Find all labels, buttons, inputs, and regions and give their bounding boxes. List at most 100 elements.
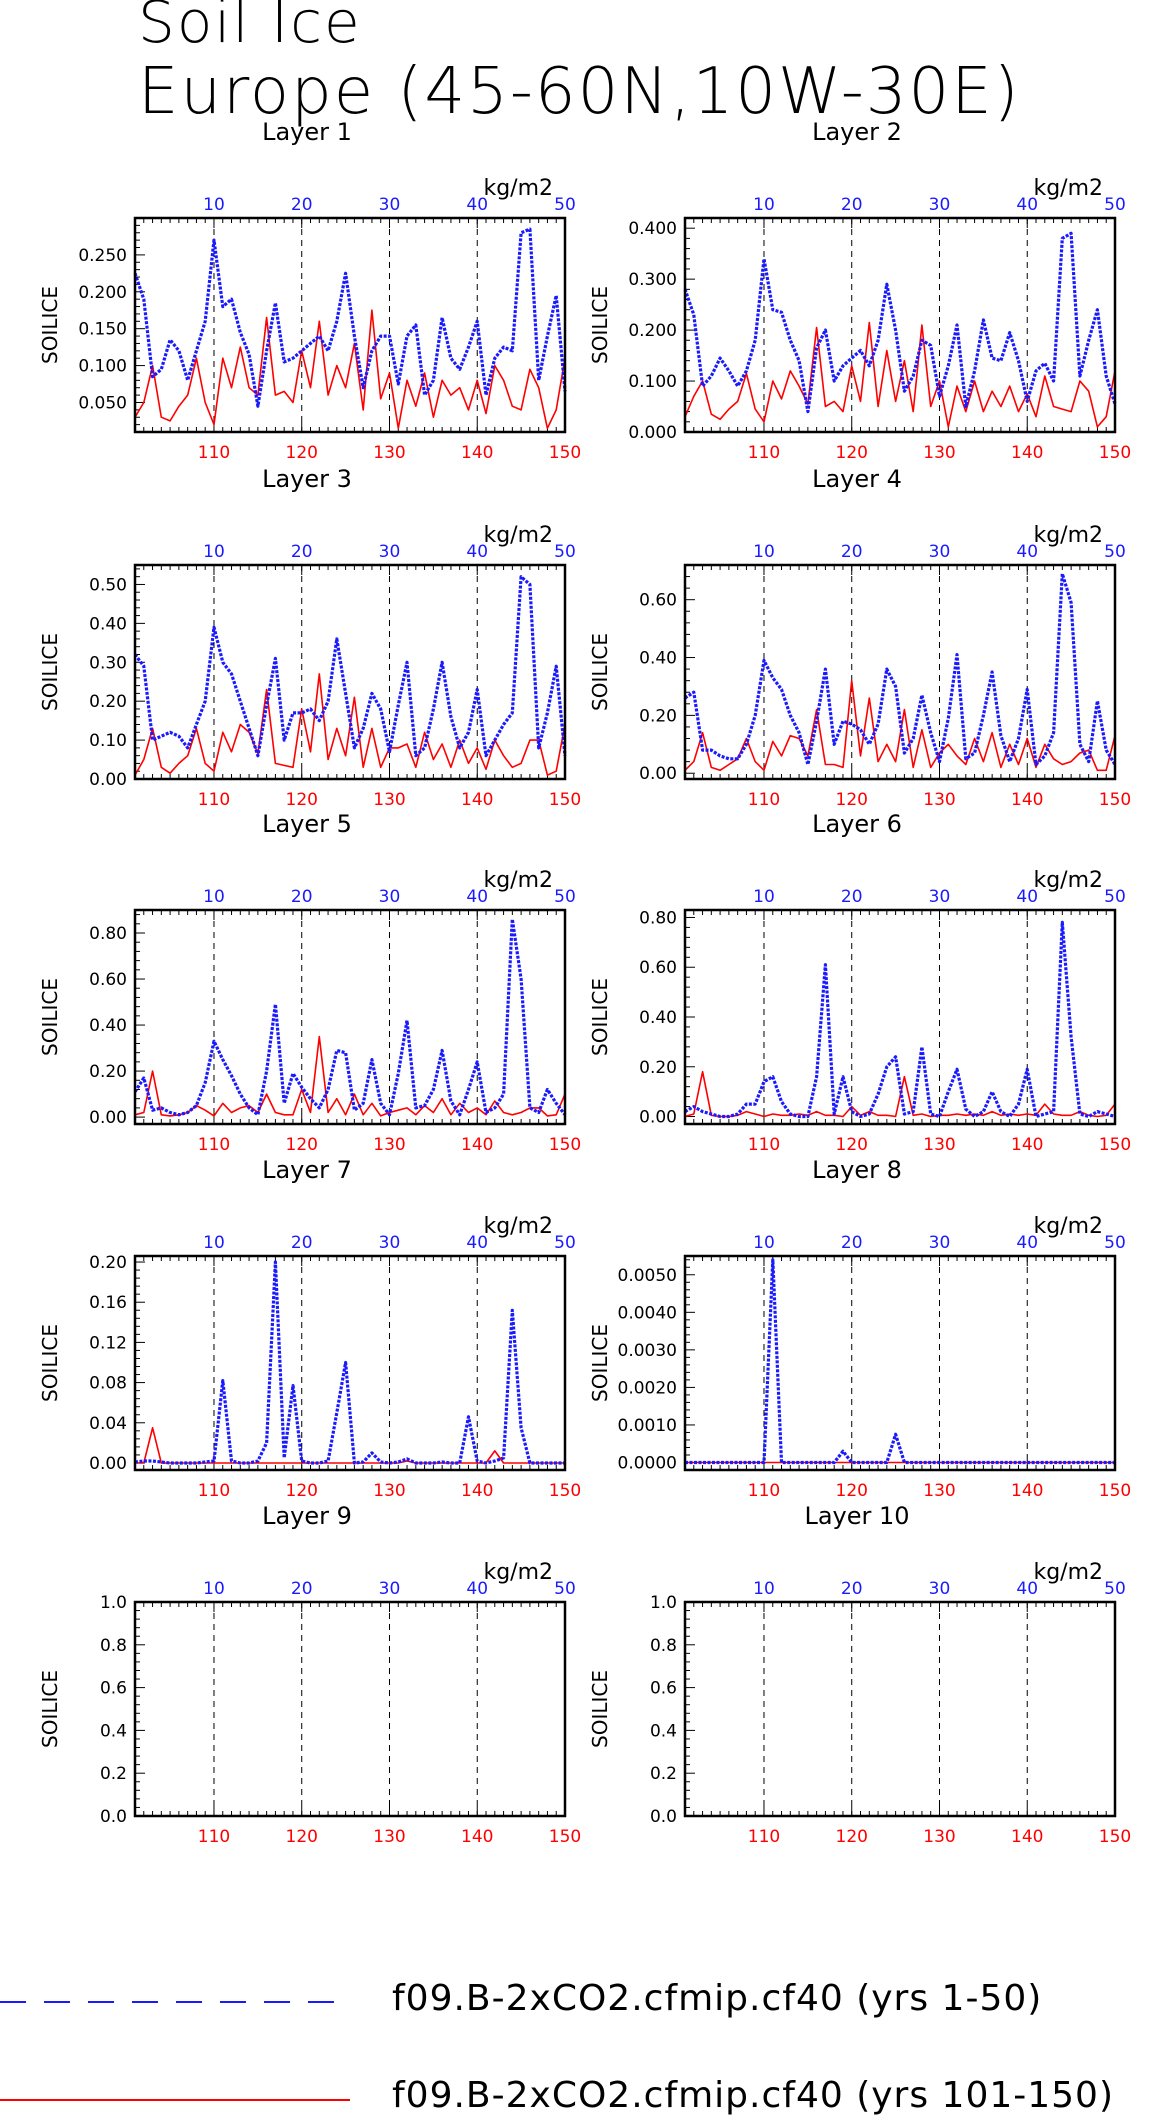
x-tick-label-top: 20 xyxy=(841,542,863,562)
x-tick-label-bottom: 110 xyxy=(198,1135,230,1155)
x-tick-label-bottom: 130 xyxy=(923,1481,955,1501)
x-tick-label-bottom: 110 xyxy=(748,1481,780,1501)
x-tick-label-top: 10 xyxy=(753,542,775,562)
x-tick-label-top: 30 xyxy=(379,1579,401,1599)
x-tick-label-bottom: 130 xyxy=(923,443,955,463)
y-tick-label: 0.60 xyxy=(639,958,677,978)
plot-frame xyxy=(683,1254,1117,1472)
panel-title: Layer 10 xyxy=(804,1502,909,1530)
chart-panel-2: Layer 2 kg/m2 SOILICE 110 120 130 140 150 10 20 30… xyxy=(588,118,1131,463)
y-tick-label: 0.8 xyxy=(650,1636,677,1656)
y-tick-label: 0.20 xyxy=(89,1253,127,1273)
x-tick-label-bottom: 110 xyxy=(748,1827,780,1847)
x-tick-label-top: 30 xyxy=(929,542,951,562)
x-tick-label-top: 40 xyxy=(466,542,488,562)
series-line-blue xyxy=(134,1260,565,1465)
y-tick-label: 0.050 xyxy=(78,393,127,413)
x-tick-label-top: 10 xyxy=(203,887,225,907)
y-tick-label: 0.04 xyxy=(89,1414,127,1434)
y-tick-label: 0.10 xyxy=(89,731,127,751)
y-tick-label: 0.50 xyxy=(89,575,127,595)
top-axis-unit-label: kg/m2 xyxy=(483,176,553,201)
series-line-red xyxy=(134,1035,566,1117)
y-tick-label: 0.80 xyxy=(89,924,127,944)
y-tick-label: 0.20 xyxy=(639,1058,677,1078)
x-tick-label-bottom: 110 xyxy=(198,1827,230,1847)
x-tick-label-top: 50 xyxy=(1104,542,1126,562)
top-axis-unit-label: kg/m2 xyxy=(1033,176,1103,201)
panel-title: Layer 2 xyxy=(812,118,902,146)
y-tick-label: 0.60 xyxy=(639,591,677,611)
panel-title: Layer 6 xyxy=(812,810,902,838)
x-tick-label-bottom: 110 xyxy=(748,1135,780,1155)
x-tick-label-bottom: 110 xyxy=(198,443,230,463)
y-axis-label: SOILICE xyxy=(588,1324,612,1402)
series-line-blue xyxy=(133,227,567,408)
x-tick-label-bottom: 110 xyxy=(198,1481,230,1501)
panel-title: Layer 4 xyxy=(812,465,902,493)
top-axis-unit-label: kg/m2 xyxy=(483,868,553,893)
x-tick-label-bottom: 110 xyxy=(198,790,230,810)
y-tick-label: 0.0050 xyxy=(618,1266,677,1286)
x-tick-label-bottom: 130 xyxy=(923,1135,955,1155)
y-tick-label: 0.300 xyxy=(628,270,677,290)
x-tick-label-top: 40 xyxy=(466,1579,488,1599)
y-tick-label: 0.150 xyxy=(78,320,127,340)
top-axis-unit-label: kg/m2 xyxy=(483,523,553,548)
y-axis-label: SOILICE xyxy=(38,286,62,364)
y-tick-label: 0.30 xyxy=(89,653,127,673)
x-tick-label-top: 50 xyxy=(1104,195,1126,215)
x-tick-label-bottom: 110 xyxy=(748,443,780,463)
chart-panel-7: Layer 7 kg/m2 SOILICE 110 120 130 140 150 10 20 30… xyxy=(38,1156,581,1501)
x-tick-label-top: 10 xyxy=(753,1579,775,1599)
chart-panel-4: Layer 4 kg/m2 SOILICE 110 120 130 140 150 10 20 30… xyxy=(588,465,1131,810)
y-tick-label: 0.20 xyxy=(89,692,127,712)
y-tick-label: 0.40 xyxy=(89,1016,127,1036)
x-tick-label-top: 10 xyxy=(203,195,225,215)
plot-frame xyxy=(683,216,1117,434)
x-tick-label-top: 20 xyxy=(291,887,313,907)
x-tick-label-top: 50 xyxy=(1104,1233,1126,1253)
top-axis-unit-label: kg/m2 xyxy=(1033,868,1103,893)
top-axis-unit-label: kg/m2 xyxy=(1033,1560,1103,1585)
top-axis-unit-label: kg/m2 xyxy=(483,1214,553,1239)
x-tick-label-top: 50 xyxy=(554,1233,576,1253)
x-tick-label-bottom: 130 xyxy=(373,443,405,463)
x-tick-label-bottom: 140 xyxy=(1011,1827,1043,1847)
x-tick-label-bottom: 130 xyxy=(373,1827,405,1847)
series-line-red xyxy=(135,1427,565,1464)
x-tick-label-top: 40 xyxy=(1016,542,1038,562)
y-tick-label: 0.200 xyxy=(628,321,677,341)
y-tick-label: 0.0 xyxy=(650,1807,677,1827)
plot-frame xyxy=(133,908,567,1126)
y-tick-label: 0.250 xyxy=(78,246,127,266)
page-title-line-2: Europe (45-60N,10W-30E) xyxy=(138,55,1021,129)
series-line-blue xyxy=(684,572,1117,767)
y-tick-label: 0.0 xyxy=(100,1807,127,1827)
x-tick-label-top: 50 xyxy=(554,1579,576,1599)
y-axis-label: SOILICE xyxy=(588,1670,612,1748)
y-tick-label: 0.0000 xyxy=(618,1453,677,1473)
y-tick-label: 0.08 xyxy=(89,1374,127,1394)
y-tick-label: 0.40 xyxy=(89,614,127,634)
y-tick-label: 0.20 xyxy=(639,706,677,726)
x-tick-label-top: 50 xyxy=(1104,1579,1126,1599)
top-axis-unit-label: kg/m2 xyxy=(483,1560,553,1585)
panel-title: Layer 5 xyxy=(262,810,352,838)
x-tick-label-bottom: 120 xyxy=(836,443,868,463)
x-tick-label-top: 30 xyxy=(929,1579,951,1599)
x-tick-label-bottom: 120 xyxy=(286,443,318,463)
y-tick-label: 0.20 xyxy=(89,1062,127,1082)
plot-frame xyxy=(133,563,567,781)
x-tick-label-top: 20 xyxy=(291,542,313,562)
y-tick-label: 0.400 xyxy=(628,219,677,239)
x-tick-label-bottom: 120 xyxy=(286,1827,318,1847)
y-tick-label: 0.0010 xyxy=(618,1416,677,1436)
x-tick-label-top: 10 xyxy=(203,1233,225,1253)
x-tick-label-bottom: 150 xyxy=(549,1135,581,1155)
series-line-blue xyxy=(133,917,567,1117)
x-tick-label-top: 30 xyxy=(379,542,401,562)
x-tick-label-top: 10 xyxy=(203,1579,225,1599)
y-tick-label: 0.00 xyxy=(89,770,127,790)
